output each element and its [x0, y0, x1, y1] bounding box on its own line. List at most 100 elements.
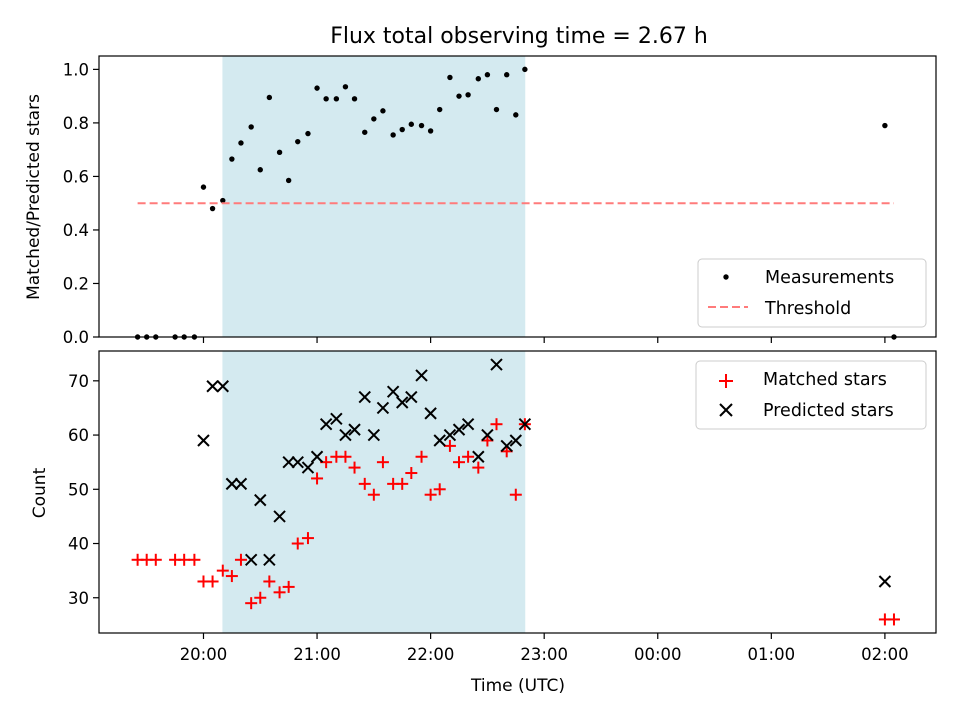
measurement-point	[522, 66, 528, 73]
matched-star-point	[188, 553, 201, 566]
matched-star-point	[405, 467, 418, 480]
predicted-star-point	[301, 461, 315, 474]
legend-measurements-label: Measurements	[765, 268, 894, 288]
bottom-y-tick-label: 70	[68, 372, 89, 391]
measurement-point	[229, 156, 235, 162]
measurement-point	[238, 140, 244, 146]
matched-star-point	[301, 532, 314, 545]
measurement-point	[314, 85, 320, 91]
bottom-y-tick-label: 40	[68, 535, 89, 554]
matched-star-point	[472, 461, 485, 474]
measurement-point	[266, 94, 273, 101]
matched-star-point	[216, 564, 229, 577]
predicted-star-point	[396, 396, 409, 409]
matched-star-point	[245, 597, 258, 610]
matched-star-point	[509, 488, 522, 501]
bottom-legend-box	[695, 360, 927, 430]
predicted-star-point	[878, 575, 892, 588]
measurement-point	[418, 122, 425, 129]
matched-star-point	[500, 445, 513, 458]
bottom-panel: 30 40 50 60 70 20:00 21:00 22:00 23:00 00:00 01:0…	[30, 350, 937, 696]
bottom-y-ticks: 30 40 50 60 70	[68, 372, 99, 608]
predicted-star-point	[273, 510, 286, 523]
predicted-star-point	[415, 369, 428, 382]
matched-star-point	[149, 553, 162, 566]
matched-star-point	[206, 575, 219, 588]
legend-matched-label: Matched stars	[763, 370, 887, 390]
measurement-point	[220, 197, 226, 204]
legend-threshold-label: Threshold	[764, 299, 851, 319]
predicted-star-point	[206, 380, 219, 393]
predicted-star-point	[291, 455, 304, 469]
predicted-star-point	[452, 423, 466, 436]
predicted-star-point	[282, 455, 295, 469]
predicted-star-point	[197, 434, 210, 447]
matched-star-point	[462, 450, 475, 463]
measurement-point	[513, 112, 519, 118]
measurement-point	[200, 184, 207, 190]
chart-title: Flux total observing time = 2.67 h	[330, 24, 708, 49]
predicted-star-point	[518, 418, 532, 431]
measurement-point	[447, 74, 453, 81]
top-y-tick-label: 0.4	[63, 221, 89, 240]
measurement-point	[342, 84, 349, 90]
predicted-star-point	[263, 553, 276, 566]
top-axes-frame	[98, 55, 937, 338]
matched-star-point	[348, 461, 361, 474]
top-y-ticks: 0.0 0.2 0.4 0.6 0.8 1.0	[63, 60, 99, 347]
measurement-point	[257, 167, 263, 173]
matched-star-point	[358, 477, 371, 490]
predicted-star-point	[330, 412, 343, 425]
predicted-star-point	[225, 477, 239, 491]
bottom-y-axis-label: Count	[30, 467, 50, 518]
measurement-point	[351, 96, 358, 102]
predicted-star-point	[443, 428, 457, 442]
predicted-star-point	[339, 428, 352, 442]
x-tick-label: 23:00	[520, 645, 568, 664]
predicted-star-point	[254, 493, 267, 507]
measurement-point	[390, 132, 396, 138]
bottom-y-tick-label: 50	[68, 480, 89, 499]
measurement-point	[209, 205, 216, 212]
top-highlight-span	[222, 56, 526, 337]
x-tick-label: 00:00	[634, 645, 682, 664]
top-y-tick-label: 0.6	[63, 167, 89, 186]
top-legend: Measurements Threshold	[697, 258, 927, 328]
predicted-star-point	[358, 390, 371, 404]
predicted-star-point	[509, 434, 523, 447]
matched-star-point	[443, 439, 456, 452]
measurement-point	[427, 128, 434, 134]
predicted-star-point	[433, 434, 446, 447]
top-y-tick-label: 0.8	[63, 114, 89, 133]
top-legend-box	[697, 258, 927, 328]
measurement-point	[323, 96, 329, 102]
x-tick-label: 21:00	[293, 645, 341, 664]
x-tick-label: 20:00	[180, 645, 228, 664]
measurement-point	[493, 106, 500, 113]
bottom-y-tick-label: 60	[68, 426, 89, 445]
predicted-star-point	[500, 439, 513, 453]
matched-star-point	[263, 575, 276, 588]
measurement-point	[882, 122, 888, 129]
matched-star-point	[376, 456, 389, 469]
matched-star-point	[367, 488, 380, 501]
predicted-star-point	[244, 553, 258, 566]
top-panel: 0.0 0.2 0.4 0.6 0.8 1.0 Matched/Predicted sta…	[24, 55, 937, 347]
bottom-marks	[131, 358, 900, 626]
matched-star-point	[178, 553, 191, 566]
predicted-star-point	[234, 477, 248, 491]
measurement-point	[285, 177, 292, 184]
matched-star-point	[254, 591, 267, 604]
matched-star-point	[481, 434, 494, 447]
measurement-point	[371, 116, 377, 122]
measurement-point	[276, 149, 283, 156]
legend-predicted-marker	[719, 403, 733, 417]
matched-star-point	[234, 553, 247, 566]
predicted-star-point	[386, 385, 400, 398]
bottom-axes-frame	[98, 350, 937, 634]
predicted-star-point	[319, 418, 333, 431]
top-y-tick-label: 0.0	[63, 328, 89, 347]
measurement-point	[399, 126, 405, 133]
measurement-point	[437, 106, 443, 113]
